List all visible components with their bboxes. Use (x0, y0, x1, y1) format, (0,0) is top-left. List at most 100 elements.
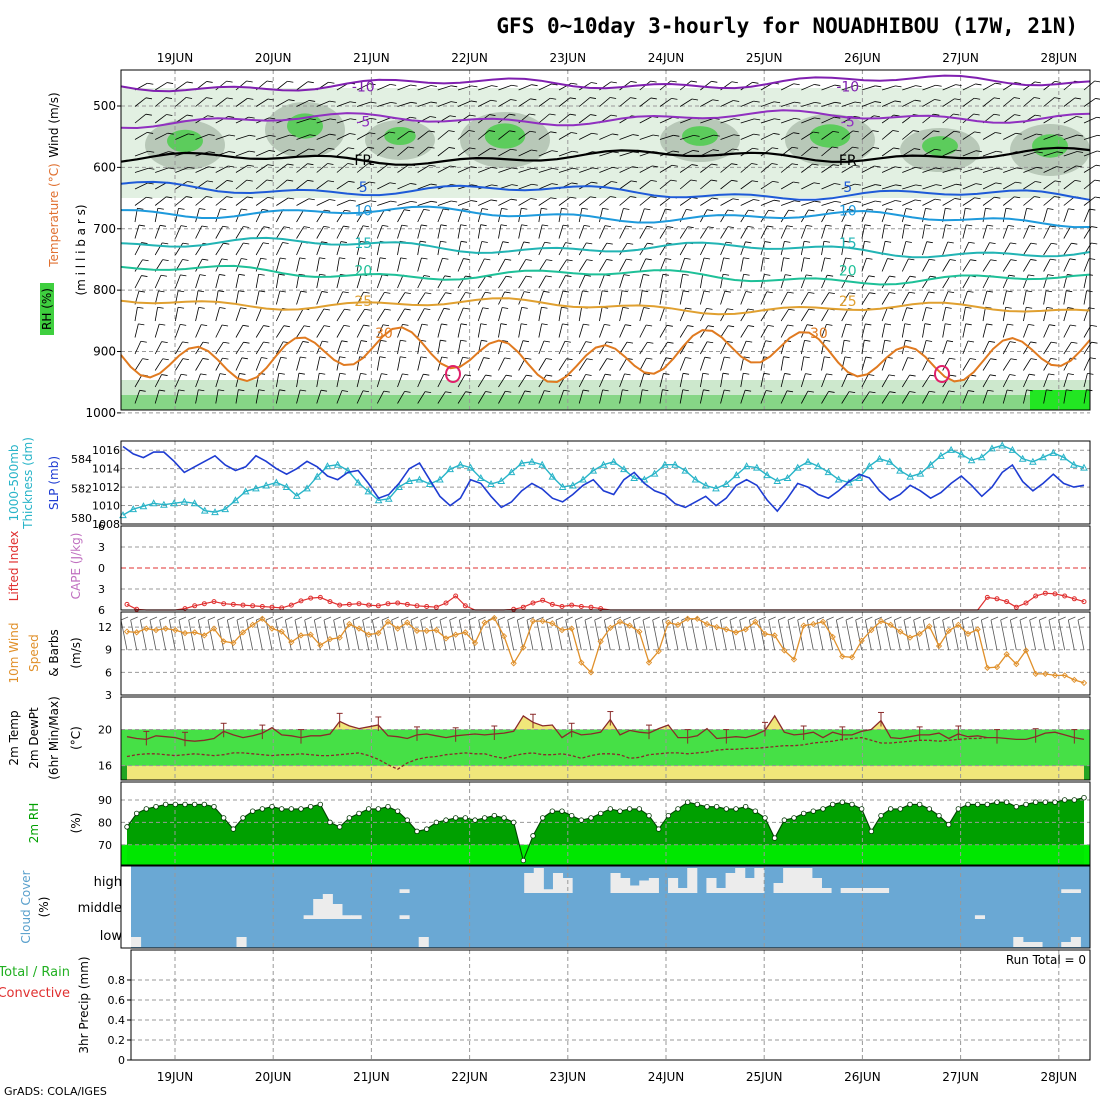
wind-barb (780, 118, 795, 124)
wind-barb-feather (827, 274, 834, 277)
wind-barb-feather (854, 200, 862, 203)
wind-barb-feather (610, 81, 617, 84)
wind-barb-feather (693, 134, 700, 137)
wind10m-barb (574, 619, 582, 651)
wind-barb (336, 180, 349, 190)
wind-barb (154, 196, 167, 206)
wind-barb (235, 242, 244, 256)
wind-barb-feather (350, 101, 357, 104)
wind-barb (1083, 373, 1088, 388)
wind-barb (861, 275, 870, 289)
wind-barb (1063, 342, 1072, 355)
wind-barb-feather (643, 307, 650, 309)
wind10m-point (974, 626, 981, 633)
wind-barb-feather (202, 258, 209, 261)
wind-barb-feather (935, 184, 942, 187)
lifted-index-point (211, 599, 217, 605)
rh2m-point (588, 815, 594, 821)
wind-barb-feather (743, 257, 750, 260)
wind-barb-feather (691, 98, 699, 101)
wind-barb-feather (402, 373, 409, 376)
wind-barb (174, 389, 180, 404)
wind-barb-feather (501, 340, 509, 342)
wind-barb-feather (200, 373, 207, 376)
wind-barb (316, 291, 323, 305)
lifted-index-point (375, 603, 381, 609)
wind10m-barb-feather (410, 616, 419, 621)
cloud-bar (648, 878, 659, 893)
cloud-bar (418, 937, 429, 947)
wind-barb (477, 224, 482, 239)
wind-barb-feather (763, 372, 770, 375)
wind-barb (417, 130, 429, 140)
wind-barb (437, 130, 449, 140)
wind-barb-feather (241, 208, 248, 211)
wind-barb-feather (687, 226, 694, 229)
wind-barb (1063, 151, 1078, 157)
cloud-bar (1070, 889, 1081, 893)
wind-barb-feather (283, 226, 290, 229)
wind-barb-feather (360, 340, 368, 342)
wind-barb (619, 134, 633, 140)
rh2m-point (781, 817, 788, 823)
wind10m-barb (139, 619, 147, 651)
wind-barb-feather (581, 207, 588, 210)
wind-barb-feather (1026, 290, 1033, 293)
wind-barb (659, 341, 668, 355)
wind-barb-feather (266, 179, 273, 182)
thickness-point (926, 460, 935, 468)
date-label-top: 20JUN (255, 51, 292, 65)
wind-barb (1043, 258, 1051, 272)
wind-barb-feather (525, 259, 532, 261)
lifted-index-point (182, 606, 188, 612)
wind-barb-feather (370, 101, 377, 104)
wind-barb (195, 166, 209, 173)
wind-barb (619, 358, 628, 371)
wind-barb (639, 274, 644, 289)
wind-barb (1083, 290, 1087, 305)
wind10m-barb (739, 619, 747, 651)
wind-barb-feather (258, 389, 265, 392)
lifted-index-point (192, 603, 198, 609)
wind-barb-feather (683, 290, 690, 293)
wind-barb-feather (226, 180, 233, 182)
thickness-point (180, 497, 189, 505)
thickness-point (722, 479, 731, 487)
rh2m-point (771, 835, 778, 841)
wind-barb-feather (307, 179, 314, 182)
wind-barb-feather (584, 274, 591, 277)
wind-barb-feather (995, 182, 1002, 185)
wind-barb (1002, 290, 1007, 305)
rh2m-point (1071, 797, 1078, 803)
wind-barb-feather (511, 84, 518, 87)
wind-barb (740, 180, 753, 190)
wind-barb-feather (545, 358, 553, 360)
temperature-contour-label: -10 (836, 79, 859, 95)
wind-barb-feather (443, 208, 450, 211)
wind10m-barb-feather (333, 616, 341, 621)
rh2m-point (684, 799, 691, 805)
wind10m-point (288, 639, 295, 646)
wind10m-barb (971, 619, 979, 651)
wind10m-barb-feather (768, 616, 776, 621)
lifted-index-point (366, 602, 372, 608)
wind-barb-feather (724, 356, 731, 359)
wind10m-barb (429, 619, 437, 651)
wind-barb-feather (482, 307, 489, 310)
wind-barb-feather (390, 84, 397, 86)
run-total: Run Total = 0 (1006, 953, 1086, 967)
wind-barb (134, 97, 147, 107)
wind-barb-feather (485, 374, 492, 377)
wind-barb (235, 98, 248, 107)
wind10m-barb-feather (642, 616, 651, 621)
wind10m-barb-feather (1000, 616, 1008, 621)
wind-barb-feather (1014, 196, 1021, 199)
wind-barb (578, 389, 584, 404)
wind-barb-feather (530, 198, 537, 200)
wind-barb (377, 163, 389, 173)
temp2m-label-2: 2m DewPt (27, 707, 41, 769)
wind-barb (478, 85, 492, 91)
wind-barb-feather (685, 307, 692, 310)
